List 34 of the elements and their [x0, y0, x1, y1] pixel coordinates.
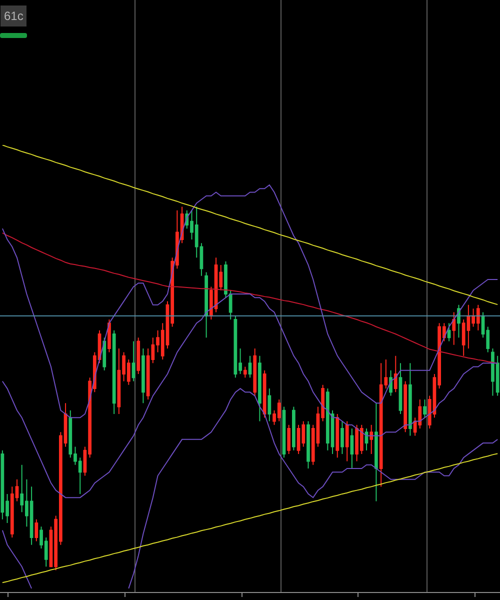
candlestick [398, 362, 402, 414]
candlestick [243, 366, 247, 378]
candlestick [364, 428, 368, 451]
candlestick [345, 420, 349, 462]
candlestick [204, 272, 208, 338]
candlestick [370, 424, 374, 454]
candlestick [142, 348, 145, 404]
candlestick [258, 355, 262, 422]
candlestick [108, 318, 111, 353]
candlestick [287, 424, 291, 454]
candlestick [136, 337, 140, 374]
candlestick [292, 406, 296, 451]
candlestick [447, 322, 451, 342]
candlestick [262, 370, 266, 418]
candlestick [340, 420, 344, 454]
candlestick [112, 330, 116, 414]
candlestick [394, 355, 398, 393]
candlestick [248, 355, 252, 378]
candlestick [282, 406, 286, 458]
candlestick [132, 340, 136, 382]
candlestick [408, 362, 412, 436]
candlestick [336, 413, 340, 458]
candlestick [389, 370, 392, 396]
candlestick [452, 312, 456, 346]
candlestick [350, 428, 354, 469]
candlestick [404, 380, 408, 433]
text: 61c [4, 9, 24, 23]
candlestick [34, 518, 38, 542]
candlestick [306, 420, 310, 469]
candlestick [102, 337, 106, 371]
candlestick [423, 398, 426, 418]
candlestick [268, 388, 272, 422]
candlestick [253, 348, 257, 396]
candlestick [374, 402, 378, 502]
